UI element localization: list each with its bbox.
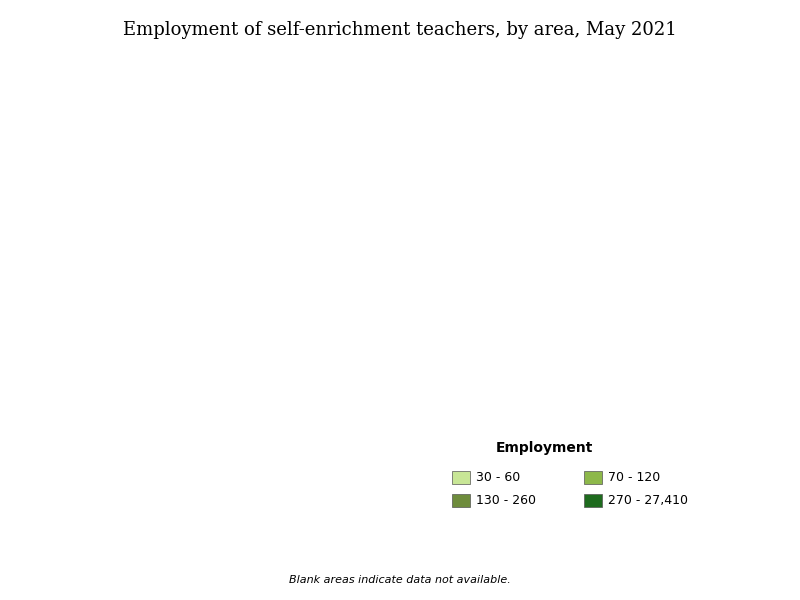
Text: Employment of self-enrichment teachers, by area, May 2021: Employment of self-enrichment teachers, …	[123, 21, 677, 39]
Text: Blank areas indicate data not available.: Blank areas indicate data not available.	[289, 575, 511, 585]
Text: 270 - 27,410: 270 - 27,410	[608, 494, 688, 507]
Text: 70 - 120: 70 - 120	[608, 471, 660, 484]
Text: 30 - 60: 30 - 60	[476, 471, 520, 484]
Text: 130 - 260: 130 - 260	[476, 494, 536, 507]
Text: Employment: Employment	[496, 440, 594, 455]
